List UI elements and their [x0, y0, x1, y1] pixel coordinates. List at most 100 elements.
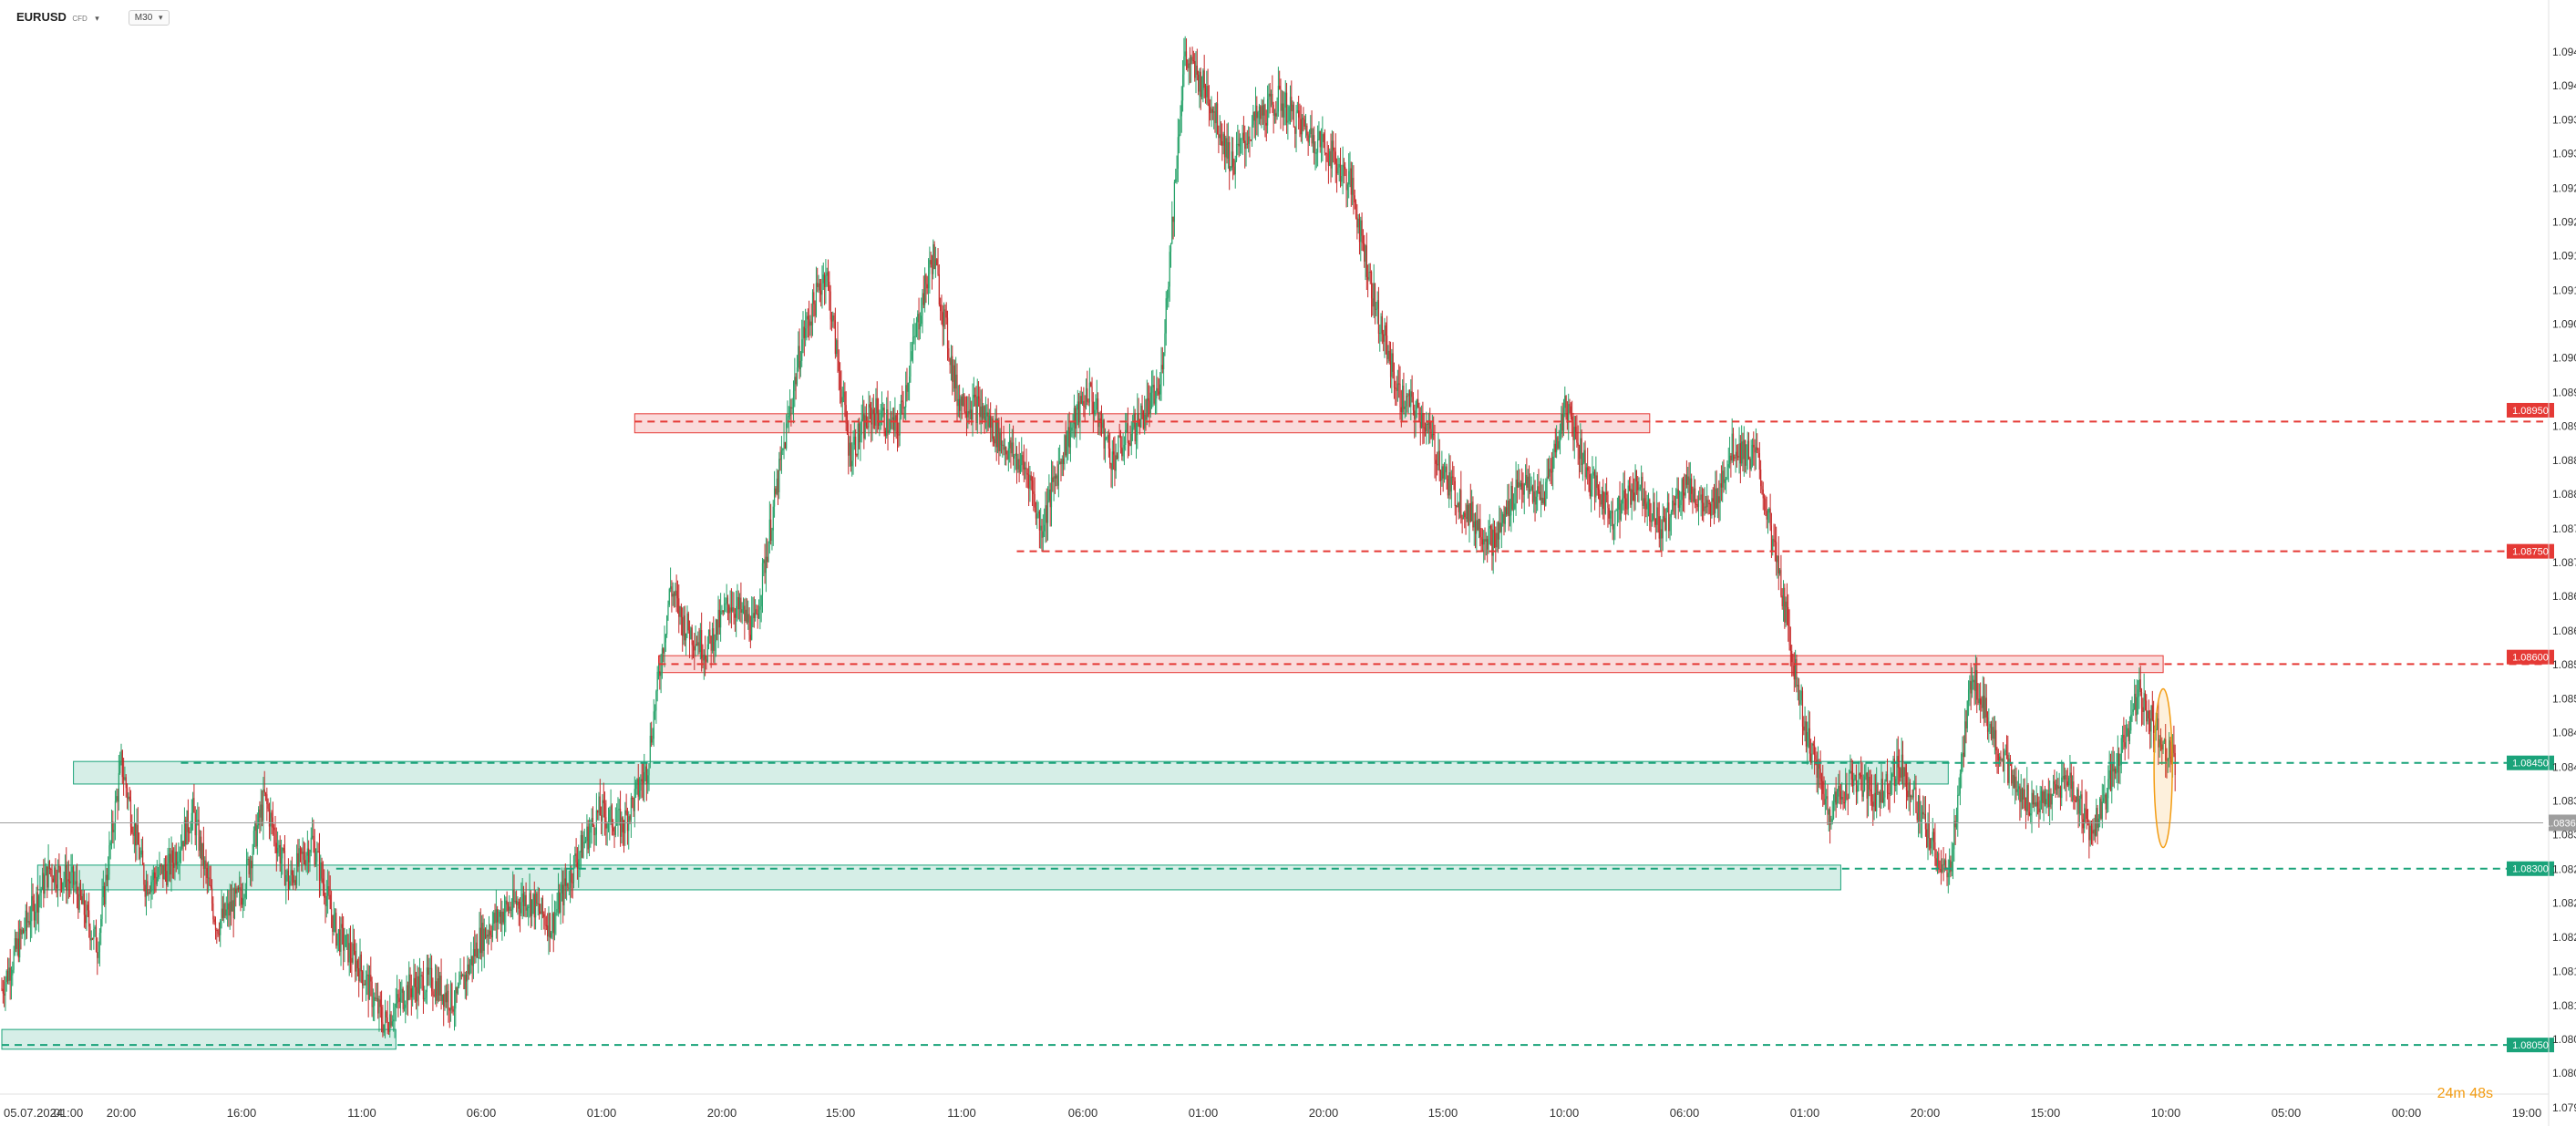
candle-body — [2108, 770, 2110, 780]
candle-body — [1798, 685, 1800, 705]
candle-body — [1342, 164, 1344, 176]
candle-body — [1037, 511, 1039, 514]
candle-body — [1046, 505, 1047, 523]
candle-body — [78, 883, 80, 910]
candle-body — [976, 396, 978, 423]
candle-body — [2080, 794, 2082, 800]
timeframe-selector[interactable]: M30 ▾ — [128, 9, 170, 26]
symbol-dropdown-chevron-icon[interactable]: ▾ — [95, 14, 99, 23]
candle-body — [1693, 488, 1695, 502]
candle-body — [330, 908, 333, 915]
candle-body — [178, 862, 180, 863]
candle-body — [1845, 784, 1847, 803]
candle-body — [2109, 770, 2112, 791]
candle-body — [1026, 473, 1028, 475]
candle-body — [1926, 829, 1928, 848]
candle-body — [54, 867, 56, 883]
candle-body — [1781, 595, 1783, 606]
price-tick-label: 1.08396 — [2552, 794, 2576, 807]
candle-body — [1261, 105, 1262, 119]
candle-body — [1031, 480, 1034, 491]
candle-body — [1270, 94, 1273, 97]
candle-body — [245, 859, 248, 890]
candle-body — [1578, 445, 1581, 460]
candle-body — [1408, 393, 1411, 408]
candle-body — [242, 898, 244, 905]
candle-body — [1100, 423, 1103, 429]
candle-body — [520, 902, 522, 914]
candle-body — [984, 406, 985, 421]
candle-body — [1153, 385, 1155, 404]
candle-body — [992, 418, 994, 439]
candle-body — [1682, 479, 1685, 493]
candle-body — [1895, 779, 1897, 786]
candle-body — [1701, 494, 1704, 503]
candle-body — [190, 831, 191, 833]
candle-body — [119, 760, 121, 773]
candle-body — [405, 1004, 407, 1008]
candle-body — [1504, 507, 1506, 524]
candle-body — [291, 870, 293, 875]
candle-body — [1284, 92, 1286, 108]
candle-body — [5, 970, 7, 982]
candle-body — [364, 984, 366, 986]
time-tick-label: 00:00 — [2392, 1106, 2422, 1120]
candle-body — [479, 927, 481, 954]
candle-body — [2150, 705, 2152, 732]
candle-body — [1386, 336, 1388, 359]
candle-body — [902, 401, 904, 409]
candle-body — [162, 864, 164, 880]
candle-body — [528, 906, 530, 908]
candle-body — [2005, 750, 2008, 755]
candle-body — [222, 908, 223, 918]
candle-body — [518, 901, 520, 909]
candle-body — [1317, 139, 1319, 153]
candle-body — [171, 850, 173, 863]
candle-body — [2156, 718, 2159, 730]
candle-body — [1530, 486, 1532, 490]
symbol-selector[interactable]: EURUSD CFD ▾ — [16, 9, 99, 26]
candle-body — [1587, 467, 1589, 471]
candle-body — [672, 594, 674, 597]
candle-body — [1829, 809, 1831, 825]
candle-body — [986, 412, 988, 417]
candle-body — [796, 367, 799, 385]
candle-body — [934, 259, 937, 269]
candle-body — [1034, 493, 1036, 508]
candle-body — [955, 374, 957, 389]
candle-body — [380, 1007, 383, 1023]
candle-body — [1104, 438, 1107, 449]
candle-body — [1846, 784, 1848, 799]
candle-body — [668, 589, 670, 605]
candle-body — [1878, 791, 1880, 793]
candle-body — [1358, 218, 1361, 243]
candle-body — [761, 563, 764, 595]
candle-body — [2014, 776, 2016, 788]
candle-body — [2128, 730, 2131, 741]
candle-body — [88, 910, 90, 927]
candle-body — [1678, 505, 1681, 508]
candle-body — [43, 873, 45, 894]
candle-body — [1273, 104, 1274, 116]
candle-body — [1330, 150, 1332, 169]
candle-body — [12, 969, 14, 976]
candle-body — [310, 837, 312, 853]
candle-body — [1608, 508, 1610, 519]
candle-body — [1277, 86, 1279, 112]
candle-body — [1700, 494, 1702, 500]
candle-body — [2112, 763, 2114, 772]
candle-body — [256, 825, 258, 847]
candle-body — [1469, 503, 1471, 522]
candle-body — [129, 796, 130, 801]
candle-body — [524, 894, 526, 906]
candle-body — [1865, 772, 1867, 777]
candle-body — [1122, 449, 1124, 457]
candle-body — [2121, 734, 2124, 739]
candle-body — [123, 777, 125, 780]
candle-body — [820, 290, 822, 295]
candle-body — [1951, 861, 1953, 872]
candle-body — [1523, 483, 1525, 495]
candle-body — [1870, 789, 1871, 792]
candle-body — [1838, 786, 1839, 797]
